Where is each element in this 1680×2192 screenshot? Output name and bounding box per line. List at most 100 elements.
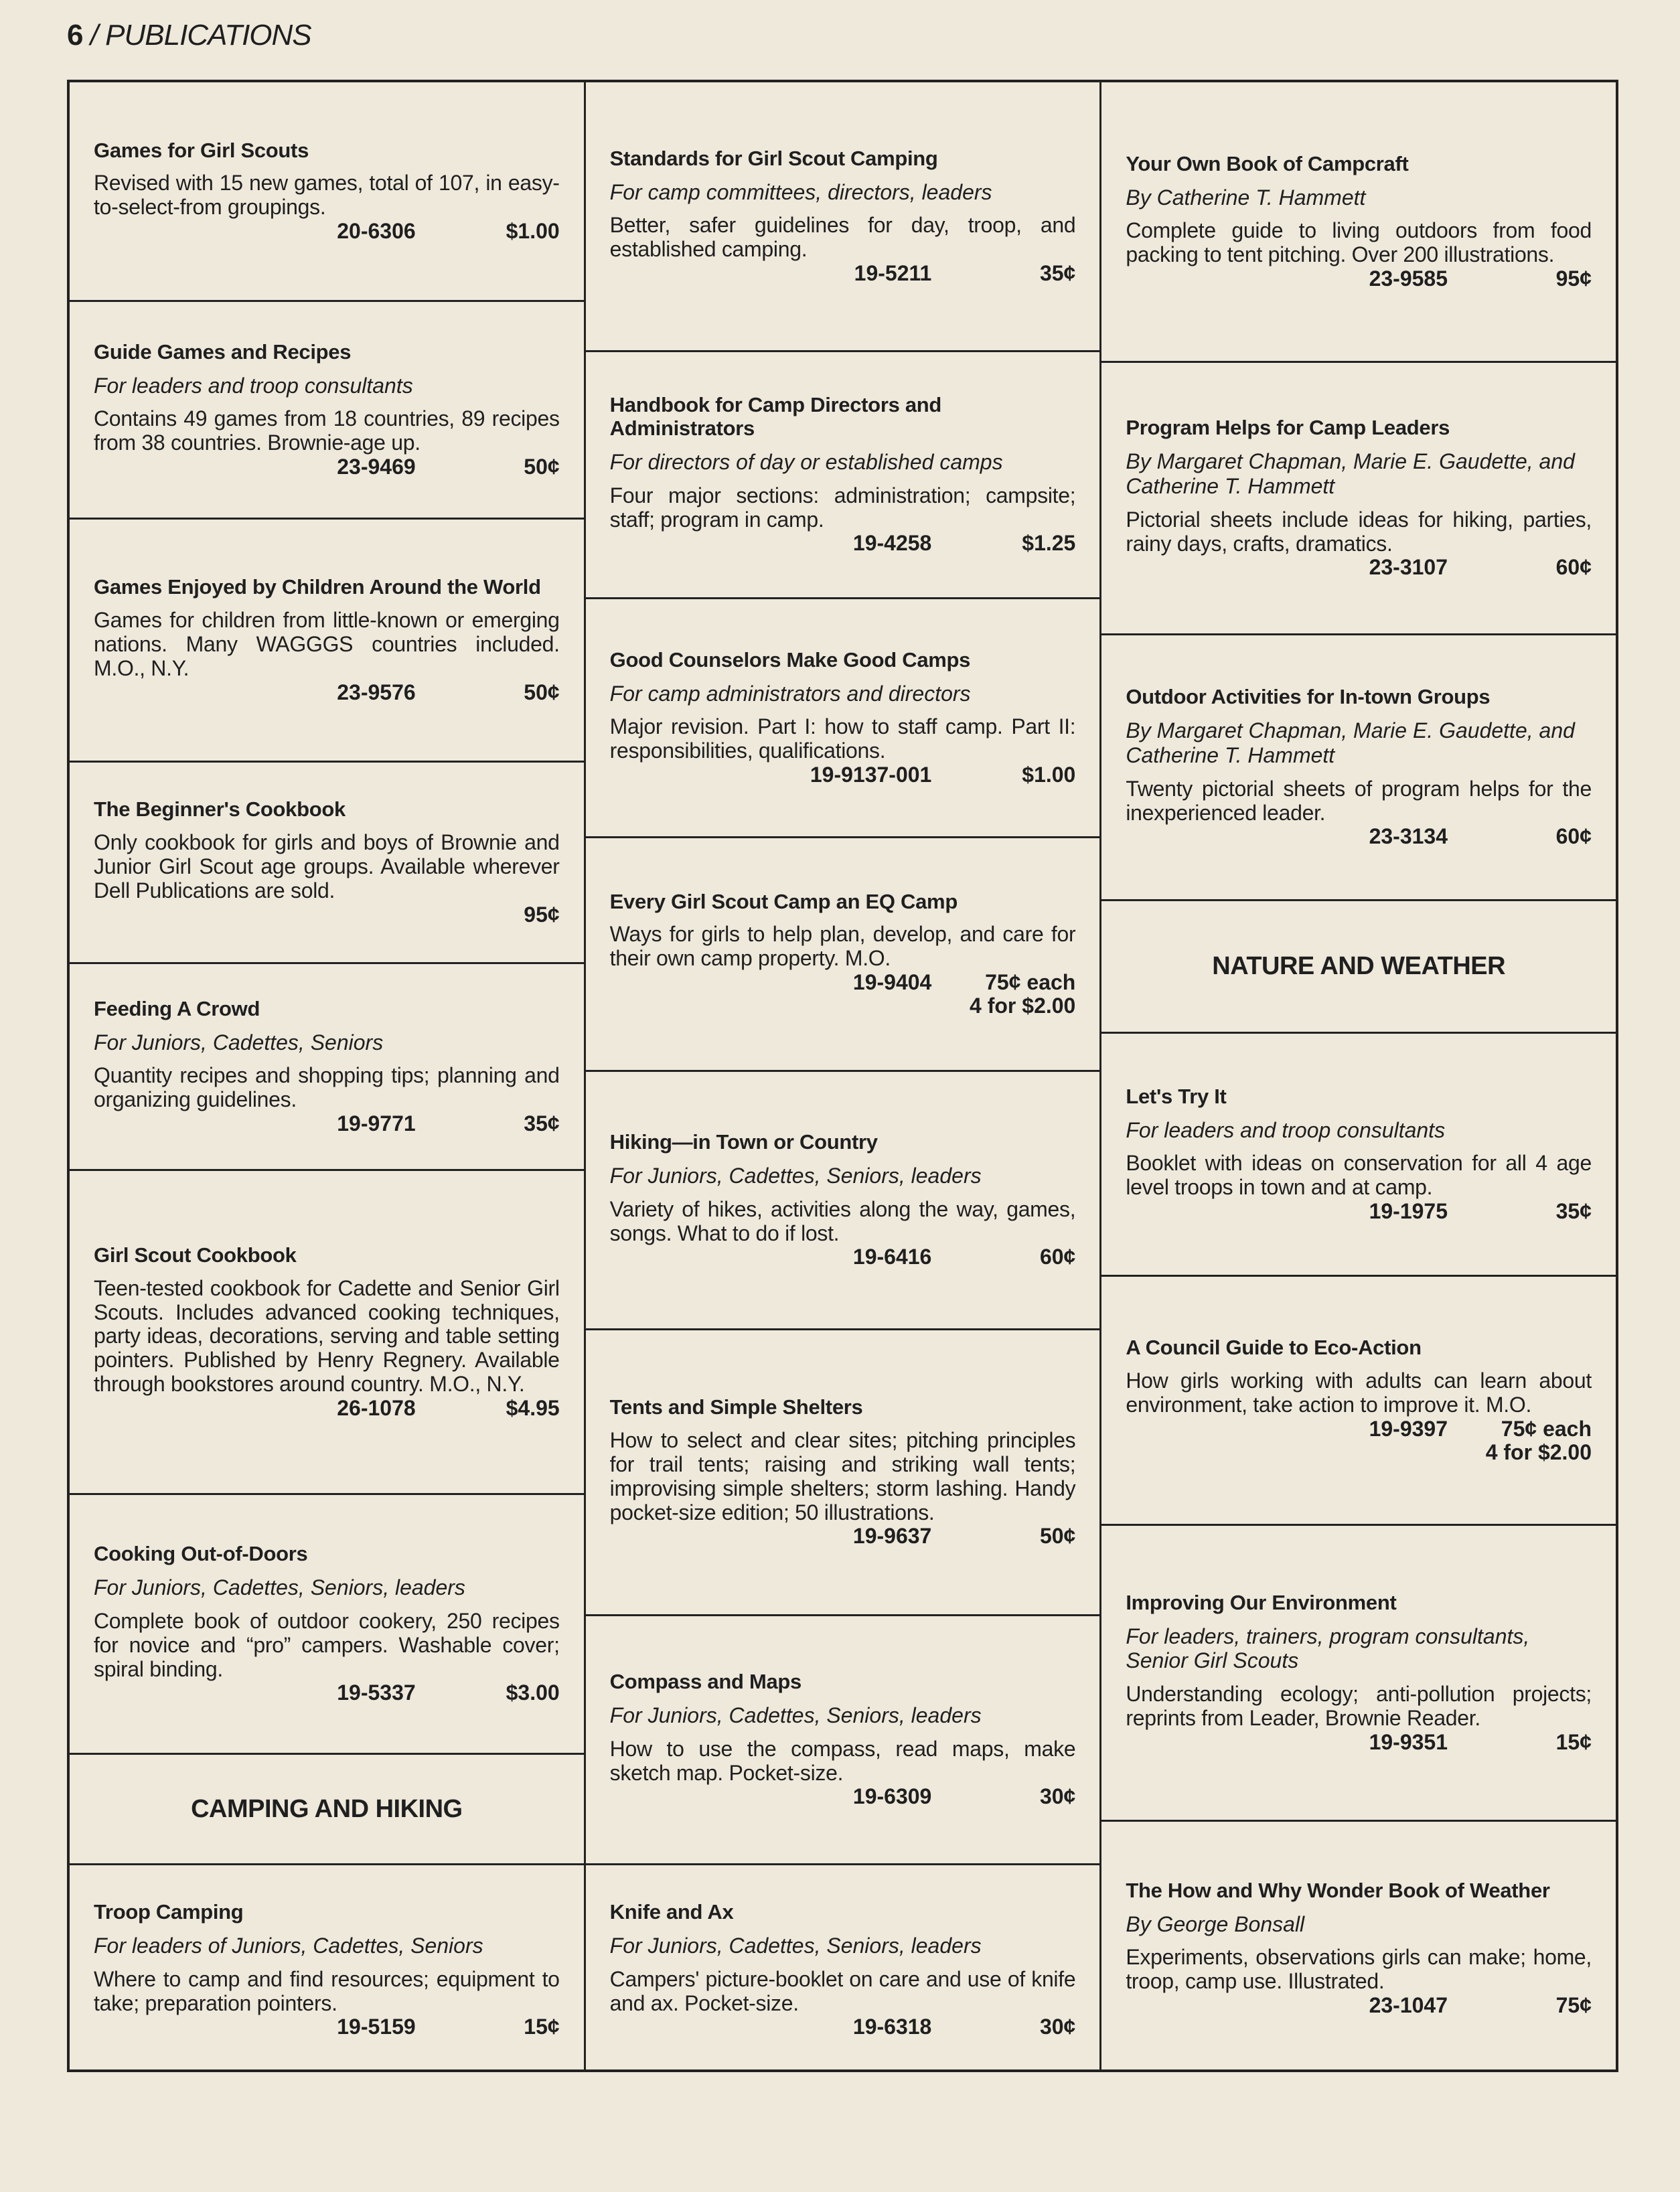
publication-title: Every Girl Scout Camp an EQ Camp <box>609 889 958 913</box>
price: 60¢ <box>1448 556 1592 579</box>
price-line: 75¢ each <box>985 970 1076 994</box>
publication-audience: For leaders, trainers, program consultan… <box>1126 1624 1530 1673</box>
catalog-number: 19-5159 <box>337 2015 416 2039</box>
price-line: $3.00 <box>506 1680 560 1705</box>
publication-entry: Improving Our Environment For leaders, tr… <box>1101 1526 1616 1822</box>
publication-audience: For Juniors, Cadettes, Seniors, leaders <box>609 1703 982 1728</box>
publication-description: Quantity recipes and shopping tips; plan… <box>94 1063 560 1112</box>
price: 75¢ each 4 for $2.00 <box>1448 1417 1592 1464</box>
column-3: Your Own Book of Campcraft By Catherine T… <box>1101 82 1616 2069</box>
publication-description: Understanding ecology; anti-pollution pr… <box>1126 1682 1592 1731</box>
publication-entry: Compass and Maps For Juniors, Cadettes, S… <box>585 1616 1100 1865</box>
price-line: 60¢ <box>1039 1245 1076 1269</box>
price-line: $1.00 <box>506 219 560 244</box>
price: $1.00 <box>931 763 1075 787</box>
price-line: 35¢ <box>1555 1198 1592 1223</box>
publication-description: Complete guide to living outdoors from f… <box>1126 218 1592 267</box>
publication-audience: By Catherine T. Hammett <box>1126 185 1366 210</box>
price: 35¢ <box>1448 1198 1592 1223</box>
publication-title: Games Enjoyed by Children Around the Wor… <box>94 575 541 599</box>
publication-description: Contains 49 games from 18 countries, 89 … <box>94 406 560 455</box>
catalog-number: 19-9351 <box>1369 1729 1448 1754</box>
catalog-number: 23-3107 <box>1369 555 1448 580</box>
catalog-number: 19-1975 <box>1369 1198 1448 1223</box>
publication-title: Cooking Out-of-Doors <box>94 1542 308 1566</box>
publication-audience: For leaders and troop consultants <box>94 373 413 398</box>
publication-title: Compass and Maps <box>609 1670 802 1694</box>
publication-description: Complete book of outdoor cookery, 250 re… <box>94 1608 560 1681</box>
publication-title: Good Counselors Make Good Camps <box>609 647 971 672</box>
publication-description: Twenty pictorial sheets of program helps… <box>1126 776 1592 825</box>
order-info: 23-9576 50¢ <box>94 680 560 704</box>
price-line: 50¢ <box>1039 1524 1076 1549</box>
publication-description: Only cookbook for girls and boys of Brow… <box>94 830 560 903</box>
price-line: 4 for $2.00 <box>970 994 1076 1018</box>
publication-audience: For camp administrators and directors <box>609 681 971 706</box>
order-info: 19-9404 75¢ each 4 for $2.00 <box>610 970 1076 1018</box>
price-line: 75¢ <box>1555 1992 1592 2017</box>
price-line: 60¢ <box>1555 555 1592 580</box>
publication-description: Four major sections: administration; cam… <box>609 483 1076 532</box>
catalog-number: 19-6309 <box>852 1784 932 1809</box>
publication-entry: Feeding A Crowd For Juniors, Cadettes, Se… <box>70 964 584 1171</box>
catalog-number: 19-9404 <box>852 970 932 994</box>
catalog-number: 23-9469 <box>337 454 416 479</box>
publications-grid: Games for Girl Scouts Revised with 15 new… <box>67 80 1618 2072</box>
catalog-number: 19-6318 <box>852 2015 932 2039</box>
publication-title: Outdoor Activities for In-town Groups <box>1126 685 1491 709</box>
catalog-number: 19-9137-001 <box>810 762 932 787</box>
publication-description: How to select and clear sites; pitching … <box>609 1428 1076 1524</box>
publication-audience: By George Bonsall <box>1126 1911 1305 1936</box>
order-info: 19-9637 50¢ <box>610 1524 1075 1548</box>
price-line: 75¢ each <box>1501 1416 1592 1441</box>
publication-entry: Your Own Book of Campcraft By Catherine T… <box>1101 82 1616 363</box>
publication-description: How to use the compass, read maps, make … <box>609 1736 1076 1785</box>
price: 50¢ <box>931 1524 1075 1548</box>
order-info: 19-6318 30¢ <box>610 2015 1076 2039</box>
publication-entry: Hiking—in Town or Country For Juniors, Ca… <box>585 1072 1100 1330</box>
catalog-number: 23-9576 <box>337 680 416 704</box>
price-line: 35¢ <box>1039 260 1076 285</box>
publication-entry: A Council Guide to Eco-Action How girls w… <box>1101 1277 1616 1526</box>
order-info: 19-9771 35¢ <box>94 1111 559 1136</box>
publication-audience: For camp committees, directors, leaders <box>609 179 992 204</box>
publication-title: Improving Our Environment <box>1126 1590 1397 1614</box>
order-info: 19-6309 30¢ <box>610 1784 1075 1809</box>
order-info: 19-6416 60¢ <box>610 1245 1076 1269</box>
publication-title: The How and Why Wonder Book of Weather <box>1126 1878 1550 1902</box>
publication-entry: Cooking Out-of-Doors For Juniors, Cadette… <box>70 1495 584 1755</box>
price-line: $1.25 <box>1022 531 1076 556</box>
order-info: 19-9137-001 $1.00 <box>610 762 1075 787</box>
page-number: 6 <box>67 19 84 52</box>
section-heading-box: NATURE AND WEATHER <box>1101 901 1616 1034</box>
publication-title: Troop Camping <box>94 1900 244 1924</box>
publication-entry: Good Counselors Make Good Camps For camp … <box>585 599 1100 838</box>
catalog-number: 19-6416 <box>852 1245 932 1269</box>
price-line: 30¢ <box>1039 2015 1076 2039</box>
publication-audience: For Juniors, Cadettes, Seniors, leaders <box>609 1164 982 1188</box>
publication-description: Major revision. Part I: how to staff cam… <box>609 714 1076 763</box>
order-info: 23-1047 75¢ <box>1126 1992 1592 2017</box>
order-info: 26-1078 $4.95 <box>94 1396 559 1420</box>
price-line: $1.00 <box>1022 762 1076 787</box>
price-line: 50¢ <box>524 680 560 704</box>
order-info: 19-4258 $1.25 <box>610 531 1076 556</box>
publication-description: Ways for girls to help plan, develop, an… <box>609 922 1076 971</box>
publication-entry: Tents and Simple Shelters How to select a… <box>585 1330 1100 1616</box>
order-info: 23-3134 60¢ <box>1126 825 1592 848</box>
catalog-number: 20-6306 <box>337 219 416 244</box>
publication-title: Program Helps for Camp Leaders <box>1126 416 1450 440</box>
price: $1.00 <box>416 219 560 244</box>
publication-title: Standards for Girl Scout Camping <box>609 146 938 170</box>
publication-entry: Knife and Ax For Juniors, Cadettes, Senio… <box>586 1865 1100 2075</box>
publication-title: Knife and Ax <box>609 1900 734 1924</box>
price: 15¢ <box>416 2015 559 2039</box>
catalog-number: 23-3134 <box>1369 824 1448 849</box>
publication-audience: For Juniors, Cadettes, Seniors, leaders <box>609 1934 982 1958</box>
publication-audience: For directors of day or established camp… <box>609 449 1003 474</box>
section-heading: NATURE AND WEATHER <box>1212 952 1506 980</box>
order-info: 19-9397 75¢ each 4 for $2.00 <box>1126 1417 1592 1464</box>
publication-entry: Games for Girl Scouts Revised with 15 new… <box>70 82 584 302</box>
publication-entry: The How and Why Wonder Book of Weather By… <box>1101 1822 1616 2075</box>
price-line: 15¢ <box>1555 1729 1592 1754</box>
